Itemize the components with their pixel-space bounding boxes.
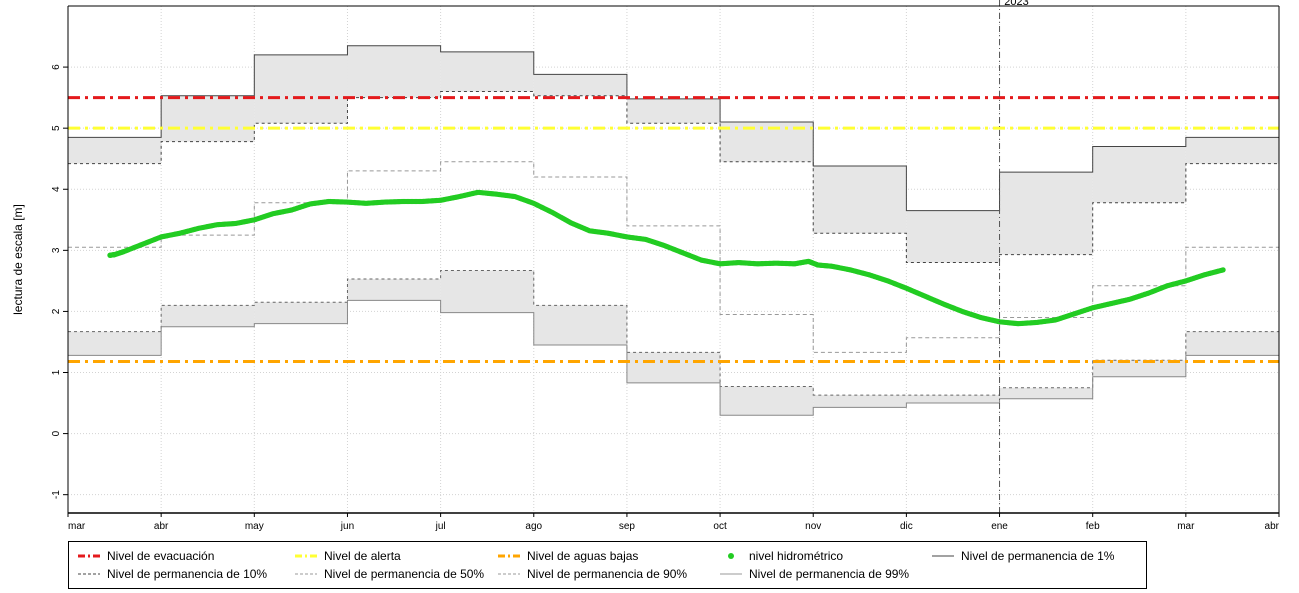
x-tick-label: nov (805, 521, 821, 532)
legend-item: Nivel de evacuación (77, 548, 214, 564)
legend-symbol (719, 549, 743, 563)
x-tick-label: feb (1086, 521, 1100, 532)
x-tick-label: dic (900, 521, 913, 532)
x-tick-label: mar (1177, 521, 1195, 532)
upper-band (1185, 137, 1279, 164)
legend-symbol (294, 567, 318, 581)
legend-symbol (497, 567, 521, 581)
lower-band (906, 395, 1000, 404)
x-tick-label: jun (340, 521, 354, 532)
legend-item: Nivel de permanencia de 90% (497, 566, 687, 582)
upper-band (68, 137, 162, 164)
y-tick-label: 6 (51, 64, 62, 70)
legend-label: Nivel de evacuación (107, 549, 215, 563)
legend-label: Nivel de permanencia de 90% (527, 567, 688, 581)
legend-label: Nivel de permanencia de 10% (107, 567, 268, 581)
upper-band (161, 95, 255, 142)
lower-band (1185, 331, 1279, 356)
x-tick-label: abr (1265, 521, 1280, 532)
x-tick-label: sep (619, 521, 636, 532)
permanence-50-line (68, 161, 1279, 353)
x-tick-label: jul (435, 521, 446, 532)
x-tick-label: mar (68, 521, 86, 532)
lower-band (813, 395, 907, 408)
upper-band (440, 51, 534, 92)
lower-band (254, 302, 348, 324)
lower-band (626, 352, 721, 383)
x-tick-label: oct (713, 521, 727, 532)
lower-band (161, 305, 255, 327)
x-tick-label: abr (154, 521, 169, 532)
upper-band (626, 98, 721, 124)
lower-band (533, 305, 627, 346)
permanence-bands (68, 45, 1279, 416)
legend-symbol (77, 549, 101, 563)
lower-band (347, 279, 441, 301)
legend-label: Nivel de aguas bajas (527, 549, 639, 563)
upper-band (906, 210, 1000, 263)
grid (67, 6, 1280, 513)
threshold-lines (68, 96, 1279, 364)
y-axis-title: lectura de escala [m] (11, 204, 25, 315)
y-tick-label: 5 (51, 125, 62, 131)
upper-band (533, 74, 627, 96)
axes: -1 0 1 2 3 4 5 6 mar abr may jun jul ago sep oct nov dic e… (51, 0, 1280, 532)
legend: Nivel de evacuación Nivel de alerta Nivel … (68, 541, 1147, 589)
permanence-99-line (68, 299, 1279, 416)
y-tick-label: 3 (51, 247, 62, 253)
upper-band (347, 45, 441, 98)
legend-label: nivel hidrométrico (749, 549, 844, 563)
legend-label: Nivel de permanencia de 50% (324, 567, 485, 581)
upper-band (813, 166, 907, 234)
upper-band (254, 54, 348, 124)
legend-item: Nivel de permanencia de 1% (931, 548, 1114, 564)
y-tick-label: 0 (51, 430, 62, 436)
legend-item: Nivel de aguas bajas (497, 548, 638, 564)
legend-symbol (294, 549, 318, 563)
year-label: 2023 (1004, 0, 1028, 8)
lower-band (440, 270, 534, 313)
upper-band (1092, 146, 1186, 203)
lower-band (999, 387, 1093, 399)
data-point (1220, 267, 1226, 273)
y-tick-label: 4 (51, 186, 62, 192)
upper-band (999, 172, 1093, 255)
lower-band (720, 386, 814, 416)
legend-symbol (931, 549, 955, 563)
x-tick-label: ene (991, 521, 1008, 532)
legend-item: Nivel de permanencia de 10% (77, 566, 267, 582)
x-tick-label: may (245, 521, 264, 532)
legend-label: Nivel de permanencia de 99% (749, 567, 910, 581)
y-tick-label: 2 (51, 308, 62, 314)
series-layer (107, 189, 1226, 327)
series-points (107, 189, 1226, 327)
lower-band (68, 331, 162, 356)
legend-item: Nivel de alerta (294, 548, 401, 564)
legend-label: Nivel de alerta (324, 549, 401, 563)
legend-symbol (497, 549, 521, 563)
legend-symbol (719, 567, 743, 581)
y-tick-label: -1 (51, 490, 62, 499)
legend-item: nivel hidrométrico (719, 548, 843, 564)
legend-item: Nivel de permanencia de 50% (294, 566, 484, 582)
legend-label: Nivel de permanencia de 1% (961, 549, 1115, 563)
x-tick-label: ago (525, 521, 542, 532)
lower-band (1092, 360, 1186, 377)
y-tick-label: 1 (51, 369, 62, 375)
legend-item: Nivel de permanencia de 99% (719, 566, 909, 582)
permanence-10-line (68, 91, 1279, 264)
legend-symbol (77, 567, 101, 581)
